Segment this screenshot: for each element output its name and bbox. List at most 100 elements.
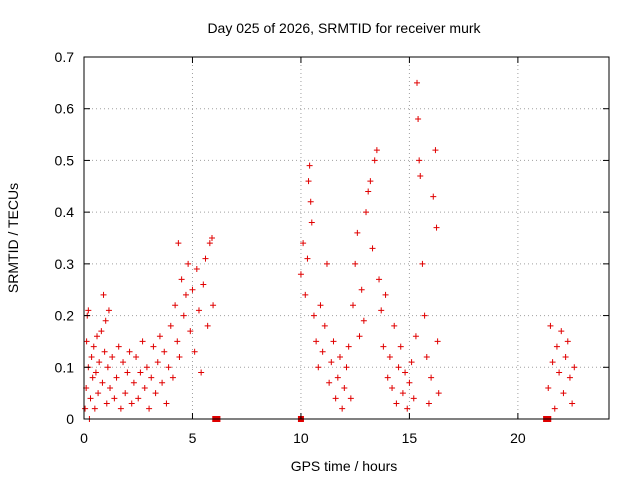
data-point	[553, 343, 560, 350]
data-point	[556, 369, 563, 376]
data-point	[208, 235, 215, 241]
data-point	[417, 172, 424, 179]
data-point	[432, 147, 439, 154]
data-point	[100, 291, 107, 298]
data-point	[323, 260, 330, 267]
data-point	[339, 405, 346, 412]
data-point	[304, 255, 311, 262]
data-point	[185, 260, 192, 267]
data-point	[562, 353, 569, 360]
data-point	[336, 353, 343, 360]
data-point	[96, 359, 103, 366]
data-point	[137, 369, 144, 376]
data-point	[345, 343, 352, 350]
data-point	[98, 328, 105, 335]
data-point	[120, 359, 127, 366]
x-tick-label: 0	[80, 430, 88, 446]
data-point	[141, 384, 148, 391]
data-point	[412, 333, 419, 340]
data-point	[386, 353, 393, 360]
data-point	[297, 271, 304, 278]
data-point	[547, 322, 554, 329]
data-point	[415, 116, 422, 123]
data-point	[180, 312, 187, 319]
data-point	[169, 374, 176, 381]
y-tick-label: 0	[66, 411, 74, 427]
data-point	[330, 338, 337, 345]
data-point	[176, 353, 183, 360]
data-point	[195, 307, 202, 314]
data-point	[143, 364, 150, 371]
y-tick-label: 0.5	[55, 152, 75, 168]
data-point	[399, 390, 406, 397]
data-point	[302, 291, 309, 298]
x-tick-label: 10	[293, 430, 309, 446]
data-point	[101, 348, 108, 355]
data-point	[193, 266, 200, 273]
data-point	[200, 281, 207, 288]
plot-frame	[83, 56, 610, 420]
data-point	[91, 405, 98, 412]
data-point	[363, 209, 370, 216]
data-point	[111, 395, 118, 402]
data-point	[421, 312, 428, 319]
data-point	[182, 291, 189, 298]
data-point	[391, 322, 398, 329]
x-tick-label: 5	[189, 430, 197, 446]
data-point	[156, 333, 163, 340]
data-point	[82, 405, 89, 412]
data-point	[397, 343, 404, 350]
data-point	[115, 343, 122, 350]
data-point	[393, 400, 400, 407]
data-point	[356, 333, 363, 340]
data-point	[109, 353, 116, 360]
data-point	[315, 364, 322, 371]
data-point	[161, 348, 168, 355]
data-point	[382, 291, 389, 298]
data-point	[389, 384, 396, 391]
data-point	[549, 359, 556, 366]
data-point	[90, 343, 97, 350]
data-point	[159, 379, 166, 386]
data-point	[545, 384, 552, 391]
data-point	[406, 379, 413, 386]
chart-title: Day 025 of 2026, SRMTID for receiver mur…	[207, 20, 481, 36]
data-point	[313, 338, 320, 345]
x-tick-label: 20	[510, 430, 526, 446]
data-point	[167, 322, 174, 329]
data-point	[328, 359, 335, 366]
y-tick-label: 0.6	[55, 101, 75, 117]
data-point	[88, 353, 95, 360]
data-point	[569, 400, 576, 407]
data-point	[433, 224, 440, 231]
data-point	[130, 379, 137, 386]
data-point	[347, 395, 354, 402]
data-point	[321, 322, 328, 329]
data-point	[352, 260, 359, 267]
data-point	[560, 390, 567, 397]
data-point	[94, 333, 101, 340]
data-point	[326, 379, 333, 386]
data-point	[404, 405, 411, 412]
data-point	[334, 374, 341, 381]
data-point	[174, 338, 181, 345]
data-point	[150, 343, 157, 350]
grid	[84, 57, 609, 419]
data-point	[92, 369, 99, 376]
data-point	[102, 317, 109, 324]
data-point	[414, 79, 421, 86]
data-point	[371, 157, 378, 164]
data-point	[148, 374, 155, 381]
y-tick-label: 0.2	[55, 308, 75, 324]
data-point	[308, 219, 315, 226]
data-point	[163, 400, 170, 407]
data-point	[187, 328, 194, 335]
data-point	[435, 390, 442, 397]
data-point	[152, 390, 159, 397]
data-point	[198, 369, 205, 376]
data-point	[103, 400, 110, 407]
data-point	[416, 157, 423, 164]
data-point	[430, 193, 437, 200]
data-point	[122, 390, 129, 397]
